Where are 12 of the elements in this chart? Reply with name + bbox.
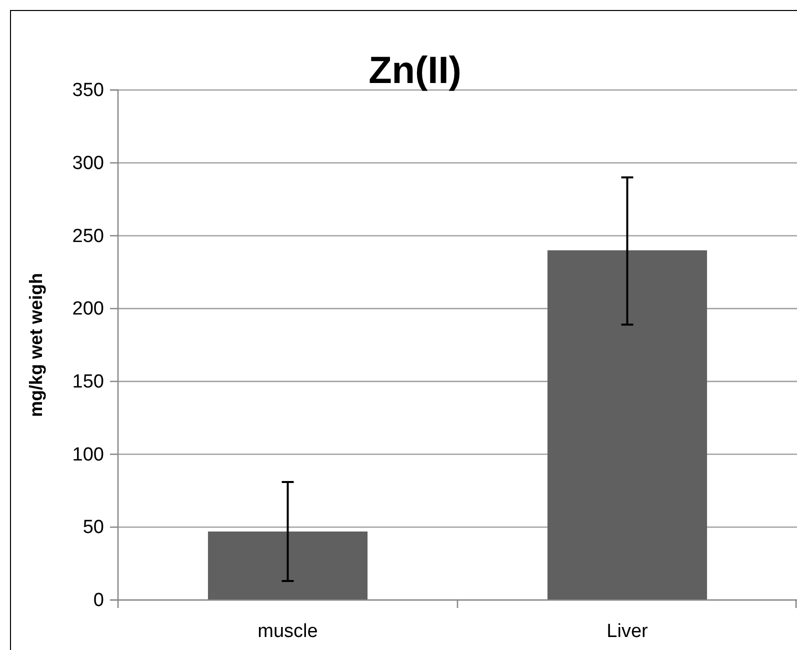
y-tick-label: 300 (72, 152, 104, 174)
y-axis-title: mg/kg wet weigh (26, 272, 46, 418)
y-tick-label: 200 (72, 298, 104, 320)
y-tick-label: 150 (72, 372, 104, 393)
y-tick-label: 250 (72, 226, 104, 247)
y-tick-label: 350 (72, 80, 104, 102)
x-tick-label: muscle (258, 621, 318, 642)
x-tick-label: Liver (606, 621, 649, 642)
y-tick-label: 100 (72, 444, 104, 466)
y-tick-label: 50 (82, 517, 104, 538)
y-tick-label: 0 (93, 590, 104, 612)
chart-title: Zn(II) (368, 50, 462, 92)
